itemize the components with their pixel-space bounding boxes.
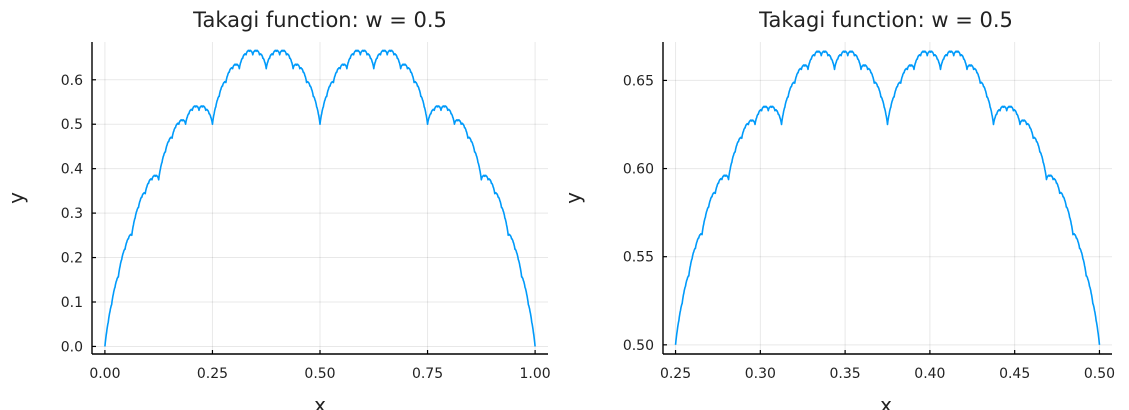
left-chart-panel: Takagi function: w = 0.5 0.00 0.25 0.50 0.7…: [4, 8, 551, 410]
left-x-tick-label: 0.50: [304, 366, 335, 382]
left-x-tick-label: 0.00: [89, 366, 120, 382]
left-y-tick-label: 0.3: [61, 206, 83, 222]
right-axes: [662, 42, 1112, 355]
left-x-axis-label: x: [314, 393, 326, 410]
left-x-ticks: 0.00 0.25 0.50 0.75 1.00: [89, 350, 551, 382]
right-y-axis-label: y: [561, 192, 585, 204]
right-x-tick-label: 0.25: [660, 366, 691, 382]
left-y-ticks: 0.0 0.1 0.2 0.3 0.4 0.5 0.6: [61, 73, 96, 355]
right-x-tick-label: 0.45: [999, 366, 1030, 382]
left-y-tick-label: 0.2: [61, 251, 83, 267]
right-takagi-series-line: [674, 50, 1101, 345]
right-gridlines: [663, 42, 1112, 354]
right-y-tick-label: 0.50: [623, 338, 654, 354]
right-y-ticks: 0.50 0.55 0.60 0.65: [623, 73, 667, 354]
left-y-axis-label: y: [4, 192, 28, 204]
right-chart-title: Takagi function: w = 0.5: [758, 8, 1013, 32]
left-chart-title: Takagi function: w = 0.5: [192, 8, 447, 32]
left-series: [104, 49, 536, 347]
left-y-tick-label: 0.6: [61, 73, 83, 89]
right-x-tick-label: 0.35: [830, 366, 861, 382]
left-gridlines: [92, 42, 548, 354]
right-series: [674, 50, 1101, 345]
right-x-axis-label: x: [880, 393, 892, 410]
right-chart-panel: Takagi function: w = 0.5 0.25 0.30 0.35 0.4…: [561, 8, 1115, 410]
left-y-tick-label: 0.0: [61, 339, 83, 355]
right-y-tick-label: 0.60: [623, 162, 654, 178]
left-x-tick-label: 0.25: [197, 366, 228, 382]
left-y-tick-label: 0.5: [61, 117, 83, 133]
right-x-tick-label: 0.30: [745, 366, 776, 382]
left-x-tick-label: 0.75: [412, 366, 443, 382]
right-y-tick-label: 0.55: [623, 250, 654, 266]
right-x-ticks: 0.25 0.30 0.35 0.40 0.45 0.50: [660, 350, 1115, 382]
left-y-tick-label: 0.1: [61, 295, 83, 311]
left-y-tick-label: 0.4: [61, 162, 83, 178]
right-x-tick-label: 0.50: [1084, 366, 1115, 382]
right-y-tick-label: 0.65: [623, 73, 654, 89]
left-x-tick-label: 1.00: [520, 366, 551, 382]
right-x-tick-label: 0.40: [914, 366, 945, 382]
left-takagi-series-line: [104, 49, 536, 347]
